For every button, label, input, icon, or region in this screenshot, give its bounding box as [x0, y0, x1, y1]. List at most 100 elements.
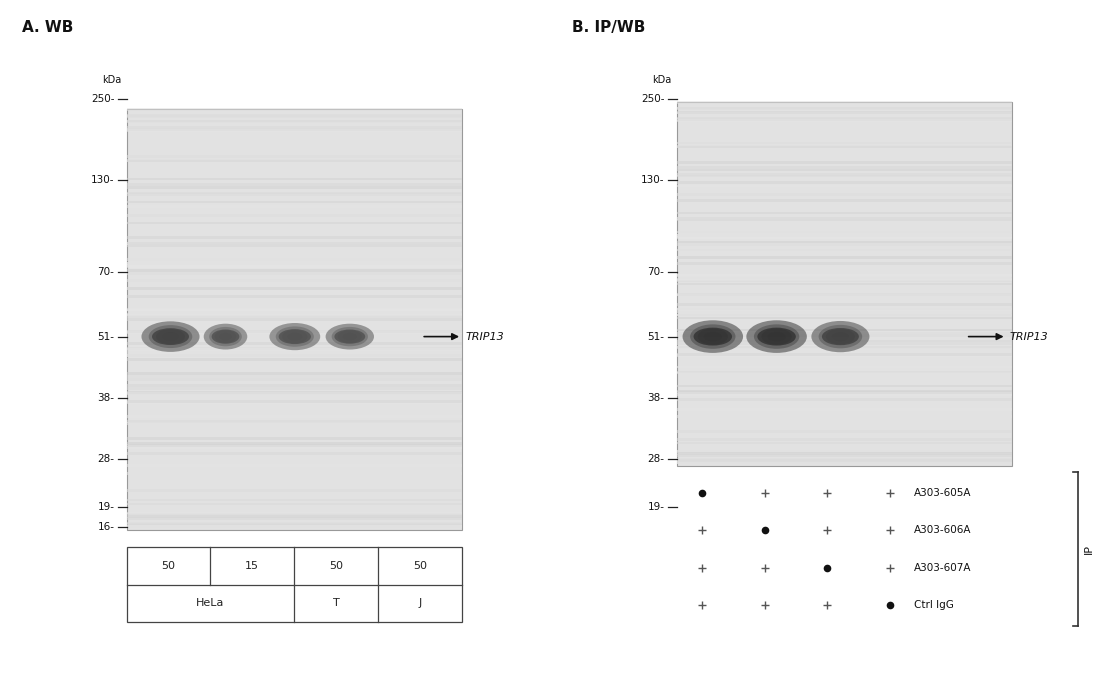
- Bar: [126, 354, 462, 357]
- Bar: [126, 372, 462, 375]
- Ellipse shape: [219, 333, 232, 341]
- Bar: [126, 347, 462, 350]
- Bar: [126, 547, 462, 622]
- Bar: [126, 308, 462, 311]
- Bar: [676, 317, 1012, 320]
- Ellipse shape: [334, 330, 365, 343]
- Bar: [676, 185, 1012, 188]
- Bar: [676, 372, 1012, 375]
- Bar: [126, 108, 462, 111]
- Ellipse shape: [832, 332, 849, 341]
- Bar: [126, 420, 462, 423]
- Text: TRIP13: TRIP13: [465, 332, 504, 341]
- Bar: [126, 318, 462, 321]
- Bar: [676, 415, 1012, 418]
- Bar: [126, 498, 462, 501]
- Bar: [126, 378, 462, 381]
- Text: 38-: 38-: [648, 393, 664, 403]
- Bar: [676, 146, 1012, 148]
- Bar: [126, 472, 462, 475]
- Bar: [126, 129, 462, 132]
- Bar: [126, 262, 462, 265]
- Bar: [126, 126, 462, 129]
- Bar: [126, 159, 462, 162]
- Bar: [676, 101, 1012, 103]
- Bar: [676, 161, 1012, 164]
- Text: 130-: 130-: [91, 175, 114, 185]
- Text: 19-: 19-: [98, 502, 114, 511]
- Bar: [126, 526, 462, 528]
- Bar: [126, 264, 462, 267]
- Bar: [126, 115, 462, 118]
- Bar: [676, 409, 1012, 411]
- Bar: [126, 262, 462, 265]
- Bar: [126, 388, 462, 390]
- Ellipse shape: [332, 327, 367, 346]
- Ellipse shape: [152, 328, 189, 345]
- Bar: [676, 311, 1012, 313]
- Bar: [676, 450, 1012, 453]
- Bar: [126, 201, 462, 203]
- Bar: [126, 342, 462, 345]
- Bar: [126, 384, 462, 387]
- Bar: [676, 167, 1012, 169]
- Bar: [676, 231, 1012, 233]
- Bar: [126, 160, 462, 163]
- Bar: [676, 199, 1012, 202]
- Ellipse shape: [757, 328, 795, 345]
- Ellipse shape: [326, 324, 374, 350]
- Bar: [676, 243, 1012, 245]
- Bar: [676, 452, 1012, 455]
- Ellipse shape: [682, 320, 744, 353]
- Bar: [676, 339, 1012, 342]
- Bar: [126, 444, 462, 447]
- Bar: [126, 515, 462, 517]
- Ellipse shape: [142, 322, 199, 352]
- Text: 50: 50: [162, 561, 175, 571]
- Bar: [126, 184, 462, 186]
- Bar: [676, 236, 1012, 239]
- Bar: [676, 118, 1012, 121]
- Ellipse shape: [694, 328, 733, 345]
- Bar: [126, 400, 462, 403]
- Ellipse shape: [211, 330, 240, 343]
- Bar: [126, 279, 462, 282]
- Bar: [126, 526, 462, 528]
- Bar: [676, 303, 1012, 305]
- Bar: [676, 169, 1012, 171]
- Bar: [126, 294, 462, 298]
- Bar: [676, 293, 1012, 296]
- Text: 38-: 38-: [98, 393, 114, 403]
- Bar: [126, 120, 462, 122]
- Ellipse shape: [746, 320, 806, 353]
- Bar: [126, 177, 462, 180]
- Text: HeLa: HeLa: [196, 598, 224, 609]
- Bar: [676, 175, 1012, 177]
- Bar: [126, 513, 462, 515]
- Bar: [676, 117, 1012, 120]
- Text: kDa: kDa: [651, 75, 671, 85]
- Bar: [676, 390, 1012, 392]
- Bar: [676, 181, 1012, 184]
- Bar: [126, 193, 462, 196]
- Text: 19-: 19-: [648, 502, 664, 511]
- Bar: [676, 393, 1012, 396]
- Bar: [676, 211, 1012, 214]
- Ellipse shape: [761, 328, 792, 345]
- Bar: [676, 366, 1012, 369]
- Bar: [126, 447, 462, 449]
- Bar: [126, 114, 462, 117]
- Bar: [676, 218, 1012, 220]
- Bar: [126, 244, 462, 248]
- Bar: [126, 437, 462, 440]
- Text: T: T: [333, 598, 340, 609]
- Bar: [676, 307, 1012, 310]
- Text: 15: 15: [245, 561, 260, 571]
- Bar: [676, 262, 1012, 265]
- Bar: [126, 452, 462, 455]
- Bar: [676, 329, 1012, 331]
- Bar: [126, 392, 462, 394]
- Bar: [126, 155, 462, 158]
- Ellipse shape: [282, 330, 308, 343]
- Bar: [676, 449, 1012, 452]
